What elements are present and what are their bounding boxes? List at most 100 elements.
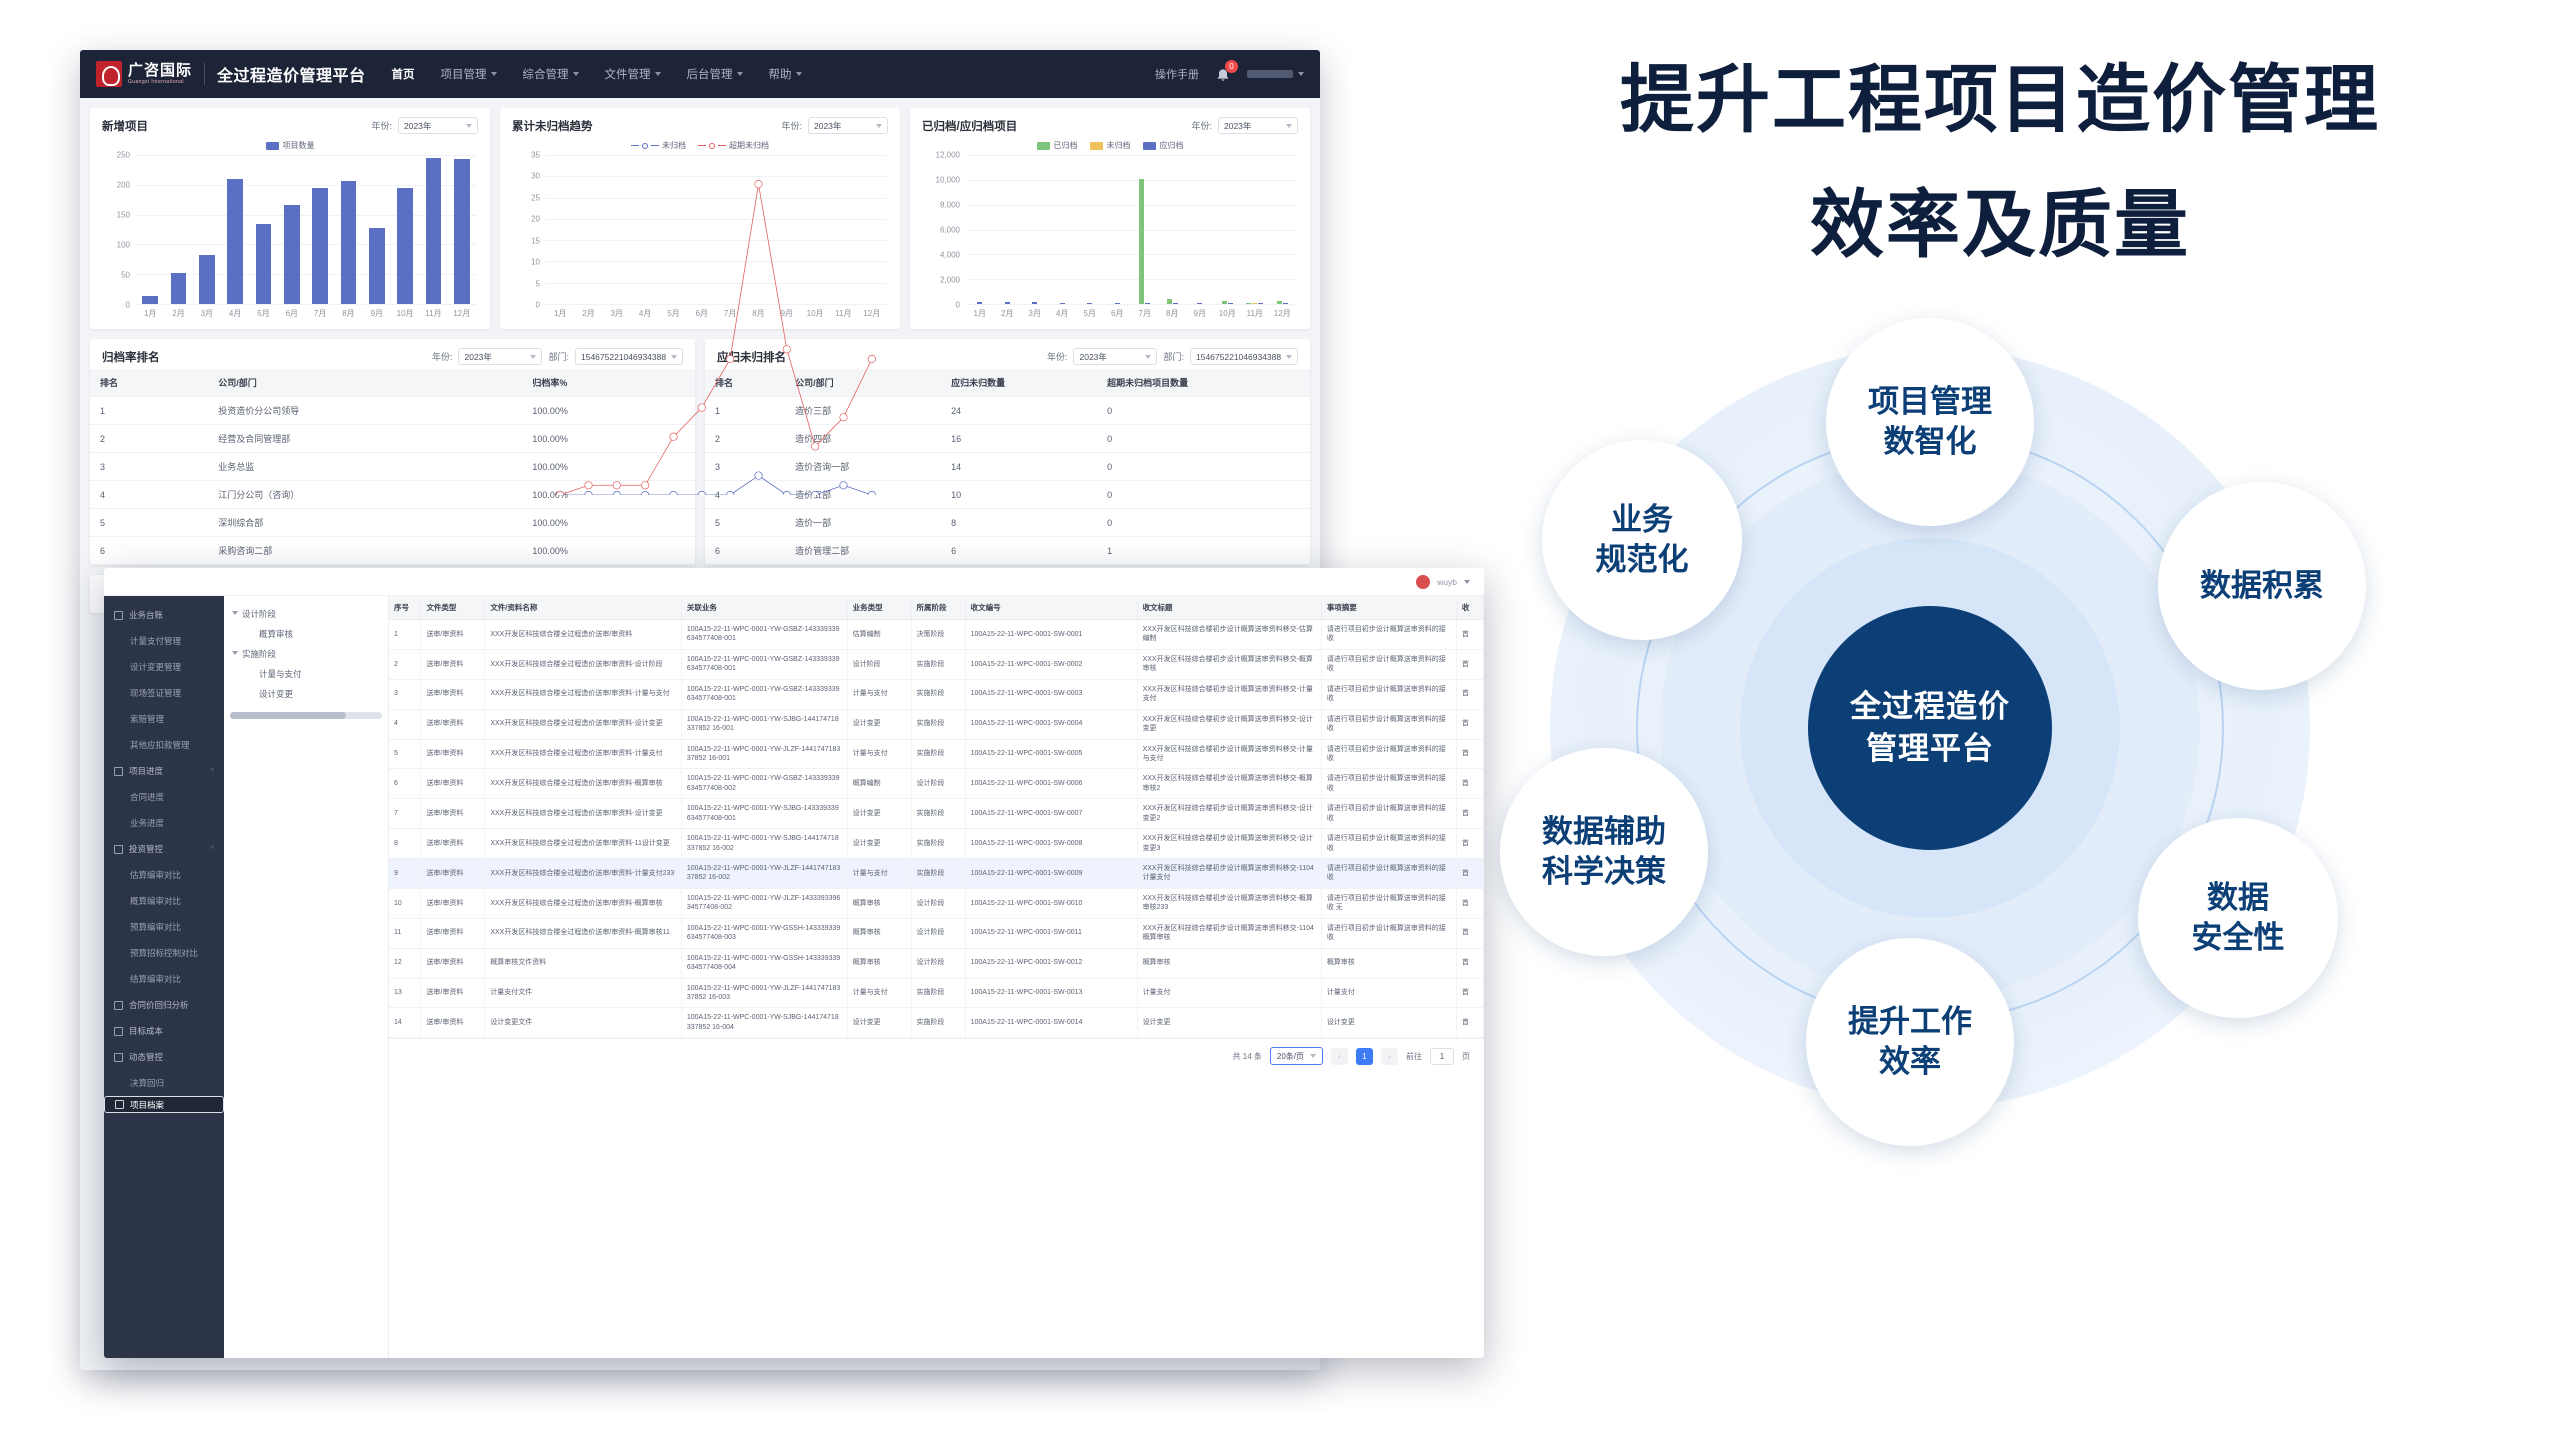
series-point[interactable] — [613, 482, 620, 489]
nav-item-project-mgmt[interactable]: 项目管理 — [441, 66, 497, 82]
series-point[interactable] — [726, 355, 733, 362]
bar[interactable] — [425, 157, 442, 304]
sidebar-item-4[interactable]: 索赔管理 — [104, 706, 224, 732]
nav-item-file-mgmt[interactable]: 文件管理 — [605, 66, 661, 82]
bar[interactable] — [1221, 300, 1227, 304]
table-row[interactable]: 5 造价一部 8 0 — [705, 508, 1310, 537]
series-point[interactable] — [868, 355, 875, 362]
table-row[interactable]: 12 送审/审资料 概算审核文件资料 100A15-22-11-WPC-0001-YW… — [389, 948, 1484, 979]
avatar[interactable] — [1416, 574, 1431, 589]
goto-page-input[interactable]: 1 — [1430, 1047, 1454, 1065]
bar[interactable] — [1032, 301, 1038, 304]
node-data-security[interactable]: 数据 安全性 — [2138, 818, 2338, 1018]
table-row[interactable]: 4 送审/审资料 XXX开发区科技综合楼全过程造价送审/审资料-设计变更 100A15… — [389, 709, 1484, 740]
next-page-button[interactable]: › — [1381, 1047, 1398, 1065]
table-row[interactable]: 1 造价三部 24 0 — [705, 396, 1310, 425]
sidebar-item-12[interactable]: 预算编审对比 — [104, 914, 224, 940]
table-row[interactable]: 2 经营及合同管理部 100.00% — [90, 424, 695, 453]
manual-link[interactable]: 操作手册 — [1155, 69, 1199, 81]
series-point[interactable] — [641, 491, 648, 495]
series-point[interactable] — [670, 433, 677, 440]
node-data-assisted-decision[interactable]: 数据辅助 科学决策 — [1500, 748, 1708, 956]
notification-bell-icon[interactable]: 0 — [1215, 60, 1238, 82]
series-point[interactable] — [670, 491, 677, 495]
bar[interactable] — [977, 302, 983, 304]
table-row[interactable]: 3 造价咨询一部 14 0 — [705, 452, 1310, 481]
legend-item[interactable]: 超期未归档 — [698, 140, 769, 151]
sidebar-item-13[interactable]: 预算招标控制对比 — [104, 940, 224, 966]
table-row[interactable]: 3 送审/审资料 XXX开发区科技综合楼全过程造价送审/审资料-计量与支付 100A1… — [389, 679, 1484, 710]
dept-select[interactable]: 154675221046934388 — [575, 348, 683, 365]
table-row[interactable]: 11 送审/审资料 XXX开发区科技综合楼全过程造价送审/审资料-概算审核11 100… — [389, 918, 1484, 949]
nav-item-home[interactable]: 首页 — [392, 66, 415, 82]
node-efficiency[interactable]: 提升工作 效率 — [1806, 938, 2014, 1146]
node-business-standardization[interactable]: 业务 规范化 — [1542, 440, 1742, 640]
nav-item-general-mgmt[interactable]: 综合管理 — [523, 66, 579, 82]
sidebar-item-5[interactable]: 其他应扣款管理 — [104, 732, 224, 758]
series-point[interactable] — [783, 346, 790, 353]
legend-item[interactable]: 项目数量 — [265, 140, 315, 151]
tree-horizontal-scrollbar[interactable] — [230, 712, 382, 719]
sidebar-item-9[interactable]: 投资管控 ^ — [104, 836, 224, 862]
series-point[interactable] — [868, 491, 875, 495]
table-row[interactable]: 6 送审/审资料 XXX开发区科技综合楼全过程造价送审/审资料-概算审核 100A15… — [389, 768, 1484, 800]
bar[interactable] — [1258, 302, 1264, 304]
legend-item[interactable]: 未归档 — [1089, 140, 1131, 151]
bar[interactable] — [198, 255, 215, 304]
series-point[interactable] — [840, 414, 847, 421]
table-row[interactable]: 1 送审/审资料 XXX开发区科技综合楼全过程造价送审/审资料 100A15-22-1… — [389, 619, 1484, 650]
tree-node-3[interactable]: 计量与支付 — [230, 664, 382, 684]
sidebar-item-8[interactable]: 业务进度 — [104, 810, 224, 836]
table-row[interactable]: 6 采购咨询二部 100.00% — [90, 536, 695, 565]
bar[interactable] — [1282, 303, 1288, 304]
table-row[interactable]: 13 送审/审资料 计量支付文件 100A15-22-11-WPC-0001-YW-J… — [389, 978, 1484, 1009]
node-project-mgmt-digital[interactable]: 项目管理 数智化 — [1826, 318, 2034, 526]
bar[interactable] — [453, 158, 470, 304]
node-data-accumulation[interactable]: 数据积累 — [2158, 482, 2366, 690]
series-point[interactable] — [698, 491, 705, 495]
sidebar-item-6[interactable]: 项目进度 ^ — [104, 758, 224, 784]
year-select[interactable]: 2023年 — [1073, 348, 1158, 365]
tree-node-0[interactable]: 设计阶段 — [230, 604, 382, 624]
bar[interactable] — [1246, 302, 1252, 304]
bar[interactable] — [1004, 302, 1010, 304]
table-row[interactable]: 7 送审/审资料 XXX开发区科技综合楼全过程造价送审/审资料-设计变更 100A15… — [389, 798, 1484, 830]
page-size-select[interactable]: 20条/页 — [1269, 1047, 1323, 1066]
table-row[interactable]: 8 送审/审资料 XXX开发区科技综合楼全过程造价送审/审资料-11设计变更 100A… — [389, 828, 1484, 859]
sidebar-item-11[interactable]: 概算编审对比 — [104, 888, 224, 914]
table-row[interactable]: 2 送审/审资料 XXX开发区科技综合楼全过程造价送审/审资料-设计阶段 100A15… — [389, 649, 1484, 680]
bar[interactable] — [368, 227, 385, 304]
brand-logo[interactable]: 广咨国际 Guangzi International — [96, 61, 192, 87]
year-select[interactable]: 2023年 — [398, 117, 478, 134]
bar[interactable] — [1252, 303, 1258, 304]
bar[interactable] — [340, 181, 357, 304]
sidebar-item-19[interactable]: 项目档案 — [104, 1096, 224, 1113]
legend-item[interactable]: 应归档 — [1142, 140, 1184, 151]
bar[interactable] — [227, 178, 244, 304]
tree-node-4[interactable]: 设计变更 — [230, 684, 382, 704]
chevron-down-icon[interactable] — [1464, 579, 1470, 584]
series-point[interactable] — [585, 491, 592, 495]
year-select[interactable]: 2023年 — [458, 348, 543, 365]
sidebar-item-16[interactable]: 目标成本 — [104, 1018, 224, 1044]
prev-page-button[interactable]: ‹ — [1331, 1047, 1348, 1065]
series-point[interactable] — [811, 443, 818, 450]
series-point[interactable] — [811, 491, 818, 495]
tree-node-2[interactable]: 实施阶段 — [230, 644, 382, 664]
series-point[interactable] — [783, 491, 790, 495]
table-row[interactable]: 5 送审/审资料 XXX开发区科技综合楼全过程造价送审/审资料-计量支付 100A15… — [389, 739, 1484, 770]
series-point[interactable] — [613, 491, 620, 495]
series-point[interactable] — [755, 472, 762, 479]
sidebar-item-10[interactable]: 估算编审对比 — [104, 862, 224, 888]
series-point[interactable] — [556, 491, 563, 495]
legend-item[interactable]: 已归档 — [1036, 140, 1078, 151]
table-row[interactable]: 6 造价管理二部 6 1 — [705, 536, 1310, 565]
sidebar-item-1[interactable]: 计量支付管理 — [104, 628, 224, 654]
legend-item[interactable]: 未归档 — [631, 140, 686, 151]
series-point[interactable] — [698, 404, 705, 411]
sidebar-item-17[interactable]: 动态管控 — [104, 1044, 224, 1070]
bar[interactable] — [1087, 302, 1093, 304]
bar[interactable] — [1166, 298, 1172, 304]
chevron-down-icon[interactable] — [232, 650, 238, 658]
current-page-button[interactable]: 1 — [1356, 1047, 1373, 1065]
